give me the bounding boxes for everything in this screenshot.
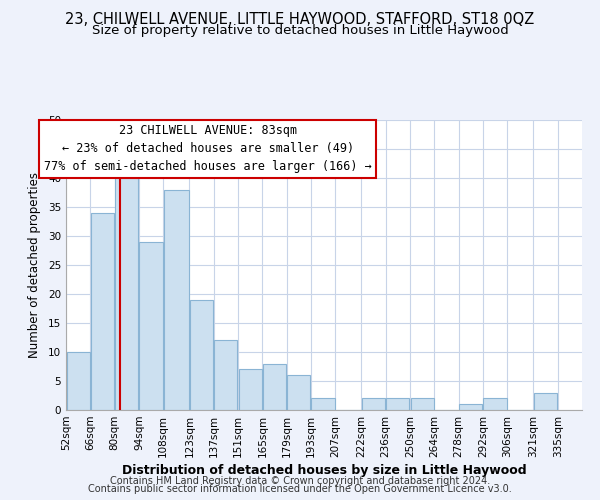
Y-axis label: Number of detached properties: Number of detached properties [28, 172, 41, 358]
Bar [362, 398, 385, 410]
Bar [190, 300, 213, 410]
Text: Contains public sector information licensed under the Open Government Licence v3: Contains public sector information licen… [88, 484, 512, 494]
Text: Contains HM Land Registry data © Crown copyright and database right 2024.: Contains HM Land Registry data © Crown c… [110, 476, 490, 486]
Bar [534, 392, 557, 410]
X-axis label: Distribution of detached houses by size in Little Haywood: Distribution of detached houses by size … [122, 464, 526, 477]
Bar [91, 213, 114, 410]
Bar [484, 398, 507, 410]
Bar [239, 370, 262, 410]
Bar [139, 242, 163, 410]
Bar [67, 352, 90, 410]
Text: Size of property relative to detached houses in Little Haywood: Size of property relative to detached ho… [92, 24, 508, 37]
Bar [164, 190, 189, 410]
Bar [263, 364, 286, 410]
Text: 23, CHILWELL AVENUE, LITTLE HAYWOOD, STAFFORD, ST18 0QZ: 23, CHILWELL AVENUE, LITTLE HAYWOOD, STA… [65, 12, 535, 28]
Text: 23 CHILWELL AVENUE: 83sqm
← 23% of detached houses are smaller (49)
77% of semi-: 23 CHILWELL AVENUE: 83sqm ← 23% of detac… [44, 124, 372, 174]
Bar [311, 398, 335, 410]
Bar [287, 375, 310, 410]
Bar [115, 178, 139, 410]
Bar [214, 340, 238, 410]
Bar [459, 404, 482, 410]
Bar [410, 398, 434, 410]
Bar [386, 398, 409, 410]
